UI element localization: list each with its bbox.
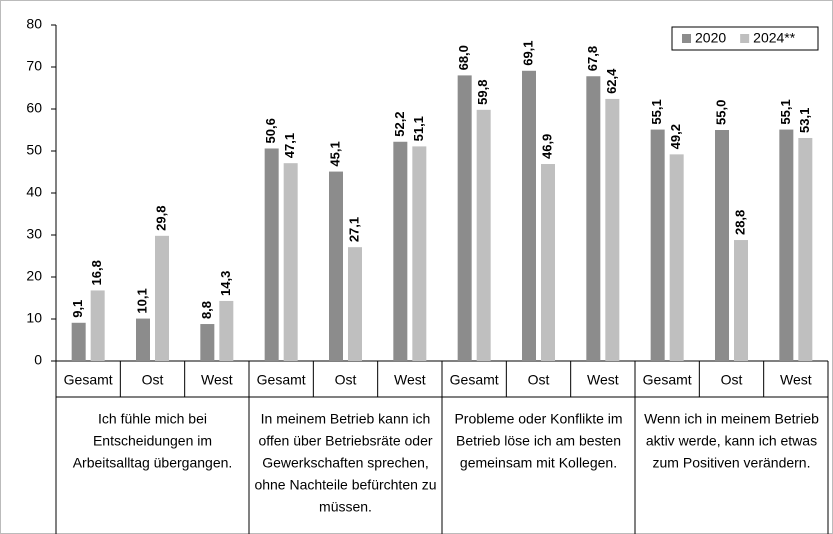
group-label: Gewerkschaften sprechen, xyxy=(262,455,429,471)
x-tick-label: West xyxy=(201,372,233,388)
value-label: 29,8 xyxy=(153,206,168,231)
value-label: 67,8 xyxy=(585,46,600,71)
bar xyxy=(264,148,279,361)
bar xyxy=(779,129,794,361)
group-label: ohne Nachteile befürchten zu xyxy=(254,477,436,493)
y-tick-label: 10 xyxy=(26,310,42,326)
value-label: 52,2 xyxy=(392,111,407,136)
x-tick-label: West xyxy=(587,372,619,388)
value-label: 46,9 xyxy=(539,134,554,159)
y-tick-label: 50 xyxy=(26,142,42,158)
value-label: 14,3 xyxy=(218,271,233,296)
bar xyxy=(155,235,169,361)
x-tick-label: West xyxy=(780,372,812,388)
bar xyxy=(476,109,491,361)
y-tick-label: 20 xyxy=(26,268,42,284)
legend-label: 2024** xyxy=(753,30,796,46)
legend-swatch xyxy=(682,34,691,43)
bar xyxy=(605,98,620,362)
value-label: 28,8 xyxy=(732,210,747,235)
group-label: offen über Betriebsräte oder xyxy=(258,433,432,449)
bar xyxy=(219,300,234,361)
x-tick-label: Ost xyxy=(721,372,743,388)
y-tick-label: 80 xyxy=(26,16,42,32)
bar xyxy=(798,137,813,361)
bar xyxy=(715,130,729,361)
bar xyxy=(71,322,86,361)
group-label: In meinem Betrieb kann ich xyxy=(261,411,431,427)
group-label: Probleme oder Konflikte im xyxy=(454,411,622,427)
x-tick-label: Ost xyxy=(142,372,164,388)
y-tick-label: 70 xyxy=(26,58,42,74)
group-label: Ich fühle mich bei xyxy=(98,411,207,427)
value-label: 53,1 xyxy=(797,108,812,133)
value-label: 50,6 xyxy=(263,118,278,143)
group-label: müssen. xyxy=(319,499,372,515)
value-label: 69,1 xyxy=(520,40,535,65)
bar xyxy=(412,146,427,361)
group-label: aktiv werde, kann ich etwas xyxy=(646,433,817,449)
group-label: Betrieb löse ich am besten xyxy=(456,433,621,449)
value-label: 27,1 xyxy=(346,217,361,242)
x-tick-label: Gesamt xyxy=(643,372,692,388)
value-label: 9,1 xyxy=(70,300,85,318)
value-label: 59,8 xyxy=(475,80,490,105)
value-label: 55,1 xyxy=(778,99,793,124)
x-tick-label: Gesamt xyxy=(257,372,306,388)
value-label: 16,8 xyxy=(89,260,104,285)
bar xyxy=(457,75,472,362)
group-label: Entscheidungen im xyxy=(93,433,212,449)
bar xyxy=(136,318,150,361)
value-label: 8,8 xyxy=(199,301,214,319)
bar xyxy=(393,141,408,361)
value-label: 55,1 xyxy=(649,99,664,124)
value-label: 49,2 xyxy=(668,124,683,149)
bar xyxy=(734,240,748,361)
value-label: 68,0 xyxy=(456,45,471,70)
group-label: gemeinsam mit Kollegen. xyxy=(460,455,617,471)
legend-swatch xyxy=(740,34,750,43)
value-label: 62,4 xyxy=(604,68,619,94)
group-label: Arbeitsalltag übergangen. xyxy=(73,455,233,471)
x-tick-label: West xyxy=(394,372,426,388)
value-label: 10,1 xyxy=(134,288,149,313)
group-label: zum Positiven verändern. xyxy=(653,455,811,471)
y-tick-label: 60 xyxy=(26,100,42,116)
y-tick-label: 40 xyxy=(26,184,42,200)
value-label: 45,1 xyxy=(327,141,342,166)
bar xyxy=(522,70,536,361)
x-tick-label: Ost xyxy=(335,372,357,388)
bar xyxy=(200,324,215,361)
bar xyxy=(90,290,105,361)
x-tick-label: Ost xyxy=(528,372,550,388)
bar xyxy=(586,76,601,362)
legend-label: 2020 xyxy=(695,30,726,46)
x-tick-label: Gesamt xyxy=(64,372,113,388)
y-tick-label: 0 xyxy=(34,352,42,368)
value-label: 55,0 xyxy=(713,100,728,125)
value-label: 51,1 xyxy=(411,116,426,141)
bar xyxy=(283,163,298,361)
value-label: 47,1 xyxy=(282,133,297,158)
y-tick-label: 30 xyxy=(26,226,42,242)
bar xyxy=(669,154,684,361)
group-label: Wenn ich in meinem Betrieb xyxy=(644,411,819,427)
bar xyxy=(329,171,343,361)
x-tick-label: Gesamt xyxy=(450,372,499,388)
bar xyxy=(348,247,362,361)
bar xyxy=(541,164,555,361)
bar xyxy=(650,129,665,361)
